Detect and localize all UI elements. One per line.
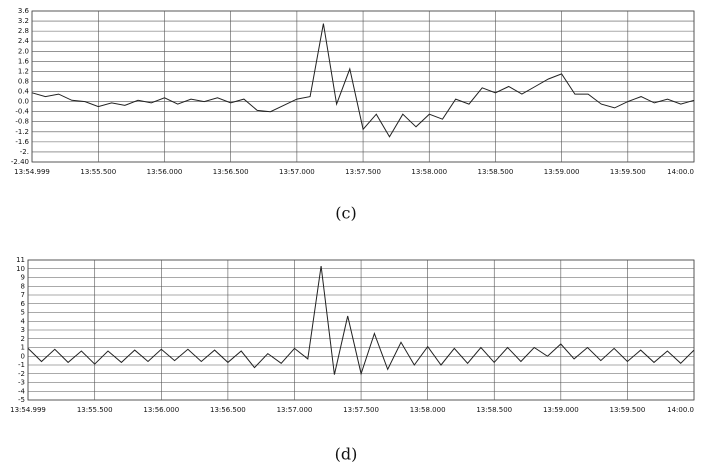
- y-tick-label: -3: [18, 379, 25, 387]
- caption: (c): [335, 204, 356, 223]
- x-tick-label: 14:00.0: [667, 168, 694, 176]
- x-tick-label: 13:56.000: [143, 406, 179, 414]
- y-tick-label: -0.8: [15, 118, 29, 126]
- y-tick-label: 3.2: [18, 17, 29, 25]
- y-tick-label: 7: [21, 291, 25, 299]
- x-tick-label: 13:59.000: [544, 168, 580, 176]
- y-tick-label: 0.0: [18, 98, 29, 106]
- y-tick-label: -2.: [20, 148, 29, 156]
- x-tick-label: 13:59.000: [543, 406, 579, 414]
- y-tick-label: 10: [16, 265, 25, 273]
- y-tick-label: 2.4: [18, 37, 30, 45]
- x-tick-label: 13:56.500: [213, 168, 249, 176]
- y-tick-label: -1: [18, 361, 25, 369]
- x-tick-label: 13:57.500: [345, 168, 381, 176]
- x-tick-label: 14:00.0: [667, 406, 694, 414]
- x-tick-label: 13:54.999: [10, 406, 46, 414]
- y-tick-label: 0.4: [18, 88, 30, 96]
- x-tick-label: 13:57.000: [279, 168, 315, 176]
- y-tick-label: 3: [21, 326, 25, 334]
- y-tick-label: -4: [18, 387, 26, 395]
- y-tick-label: -2: [18, 370, 25, 378]
- y-tick-label: 0: [21, 352, 25, 360]
- x-tick-label: 13:58.000: [410, 406, 446, 414]
- y-tick-label: 1.6: [18, 57, 30, 65]
- y-tick-label: 0.8: [18, 77, 29, 85]
- x-tick-label: 13:59.500: [610, 168, 646, 176]
- y-tick-label: 1.2: [18, 67, 29, 75]
- y-tick-label: -2.40: [11, 158, 29, 166]
- y-tick-label: 4: [21, 317, 26, 325]
- x-tick-label: 13:58.500: [478, 168, 514, 176]
- x-tick-label: 13:58.500: [476, 406, 512, 414]
- signal-line: [27, 266, 695, 376]
- y-tick-label: 11: [16, 256, 25, 264]
- x-tick-label: 13:55.500: [80, 168, 116, 176]
- x-tick-label: 13:57.500: [343, 406, 379, 414]
- y-tick-label: -1.6: [15, 138, 29, 146]
- y-tick-label: 6: [21, 300, 26, 308]
- x-tick-label: 13:55.500: [77, 406, 113, 414]
- x-tick-label: 13:54.999: [14, 168, 50, 176]
- y-tick-label: 8: [21, 282, 25, 290]
- y-tick-label: 1: [21, 344, 25, 352]
- x-tick-label: 13:58.000: [411, 168, 447, 176]
- y-tick-label: -1.2: [15, 128, 29, 136]
- y-tick-label: 2.0: [18, 47, 29, 55]
- y-tick-label: 2.8: [18, 27, 29, 35]
- y-tick-label: -0.4: [15, 108, 29, 116]
- y-tick-label: 2: [21, 335, 25, 343]
- x-tick-label: 13:56.500: [210, 406, 246, 414]
- y-tick-label: 9: [21, 274, 25, 282]
- y-tick-label: 3.6: [18, 7, 30, 15]
- x-tick-label: 13:57.000: [277, 406, 313, 414]
- y-tick-label: -5: [18, 396, 25, 404]
- x-tick-label: 13:59.500: [610, 406, 646, 414]
- caption: (d): [335, 445, 358, 464]
- signal-line: [31, 23, 695, 138]
- x-tick-label: 13:56.000: [147, 168, 183, 176]
- y-tick-label: 5: [21, 309, 25, 317]
